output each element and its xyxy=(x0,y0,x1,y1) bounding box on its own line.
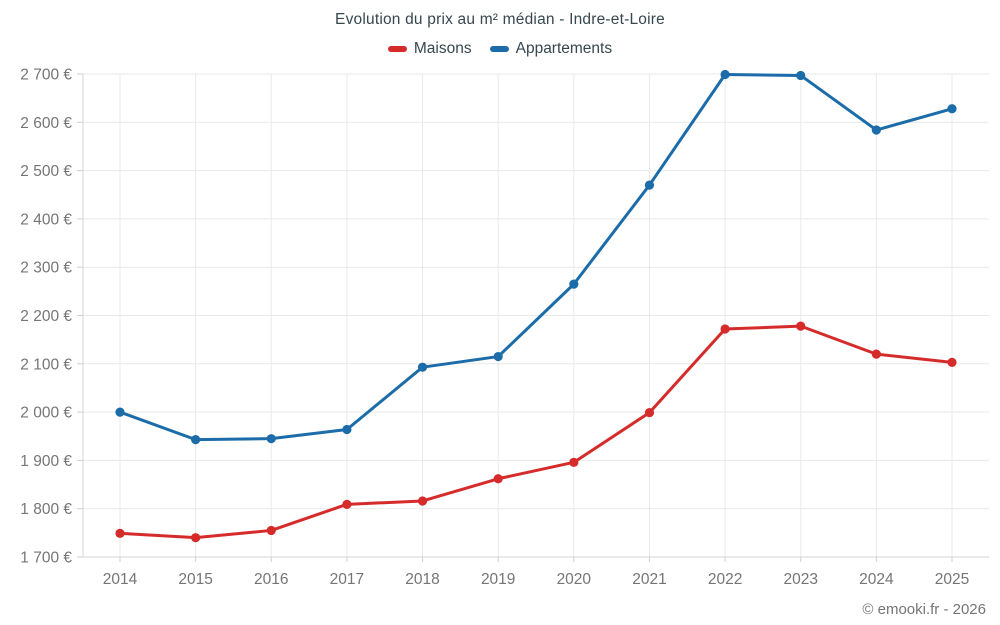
maisons-swatch-icon xyxy=(387,46,407,52)
x-tick-label-2021: 2021 xyxy=(632,571,666,588)
x-tick-label-2014: 2014 xyxy=(103,571,138,588)
x-tick-label-2016: 2016 xyxy=(254,571,288,588)
marker-maisons-2021[interactable] xyxy=(644,407,655,418)
y-tick-label-1800: 1 800 € xyxy=(20,501,72,518)
series-line-maisons xyxy=(118,324,954,540)
marker-appartements-2018[interactable] xyxy=(417,362,428,372)
marker-appartements-2024[interactable] xyxy=(871,125,881,135)
marker-appartements-2019[interactable] xyxy=(493,351,503,362)
x-tick-label-2020: 2020 xyxy=(557,571,592,588)
y-tick-label-2700: 2 700 € xyxy=(20,67,72,84)
y-tick-label-2100: 2 100 € xyxy=(20,356,72,373)
x-tick-label-2018: 2018 xyxy=(405,571,439,588)
marker-maisons-2015[interactable] xyxy=(191,533,201,543)
legend-label-maisons: Maisons xyxy=(413,40,472,57)
y-tick-label-1700: 1 700 € xyxy=(20,550,72,567)
x-tick-label-2023: 2023 xyxy=(783,571,817,588)
marker-appartements-2022[interactable] xyxy=(720,69,730,80)
marker-maisons-2018[interactable] xyxy=(417,496,428,506)
x-tick-label-2024: 2024 xyxy=(859,571,894,588)
marker-maisons-2017[interactable] xyxy=(342,499,352,509)
y-tick-label-2400: 2 400 € xyxy=(20,211,72,228)
y-tick-label-1900: 1 900 € xyxy=(20,453,72,470)
marker-maisons-2025[interactable] xyxy=(947,357,957,367)
x-tick-label-2025: 2025 xyxy=(935,571,969,588)
marker-appartements-2017[interactable] xyxy=(342,424,352,435)
marker-maisons-2023[interactable] xyxy=(796,321,806,331)
x-tick-label-2015: 2015 xyxy=(178,571,212,588)
marker-appartements-2015[interactable] xyxy=(191,435,201,445)
marker-maisons-2019[interactable] xyxy=(493,474,503,484)
marker-appartements-2016[interactable] xyxy=(266,434,276,444)
marker-appartements-2021[interactable] xyxy=(644,180,655,190)
marker-maisons-2016[interactable] xyxy=(266,525,276,536)
x-tick-label-2019: 2019 xyxy=(481,571,515,588)
y-tick-label-2600: 2 600 € xyxy=(20,115,72,132)
y-tick-label-2200: 2 200 € xyxy=(20,308,72,325)
legend-item-appartements[interactable]: Appartements xyxy=(489,40,613,58)
chart-legend: Maisons Appartements xyxy=(0,40,1000,58)
series-line-appartements xyxy=(118,72,954,442)
footer-credit: © emooki.fr - 2026 xyxy=(862,601,986,618)
y-tick-label-2500: 2 500 € xyxy=(20,163,72,180)
marker-maisons-2022[interactable] xyxy=(720,324,730,334)
marker-appartements-2020[interactable] xyxy=(569,279,579,289)
legend-label-appartements: Appartements xyxy=(515,40,613,57)
marker-appartements-2014[interactable] xyxy=(115,407,125,417)
marker-appartements-2025[interactable] xyxy=(947,104,957,114)
appartements-swatch-icon xyxy=(489,46,509,52)
marker-maisons-2020[interactable] xyxy=(569,457,579,467)
x-tick-label-2017: 2017 xyxy=(330,571,364,588)
marker-maisons-2024[interactable] xyxy=(871,349,881,359)
x-tick-label-2022: 2022 xyxy=(708,571,742,588)
y-tick-label-2000: 2 000 € xyxy=(20,405,72,422)
marker-maisons-2014[interactable] xyxy=(115,528,125,538)
legend-item-maisons[interactable]: Maisons xyxy=(387,40,472,58)
marker-appartements-2023[interactable] xyxy=(796,70,806,81)
chart-title: Evolution du prix au m² médian - Indre-e… xyxy=(335,11,665,28)
y-tick-label-2300: 2 300 € xyxy=(20,260,72,277)
